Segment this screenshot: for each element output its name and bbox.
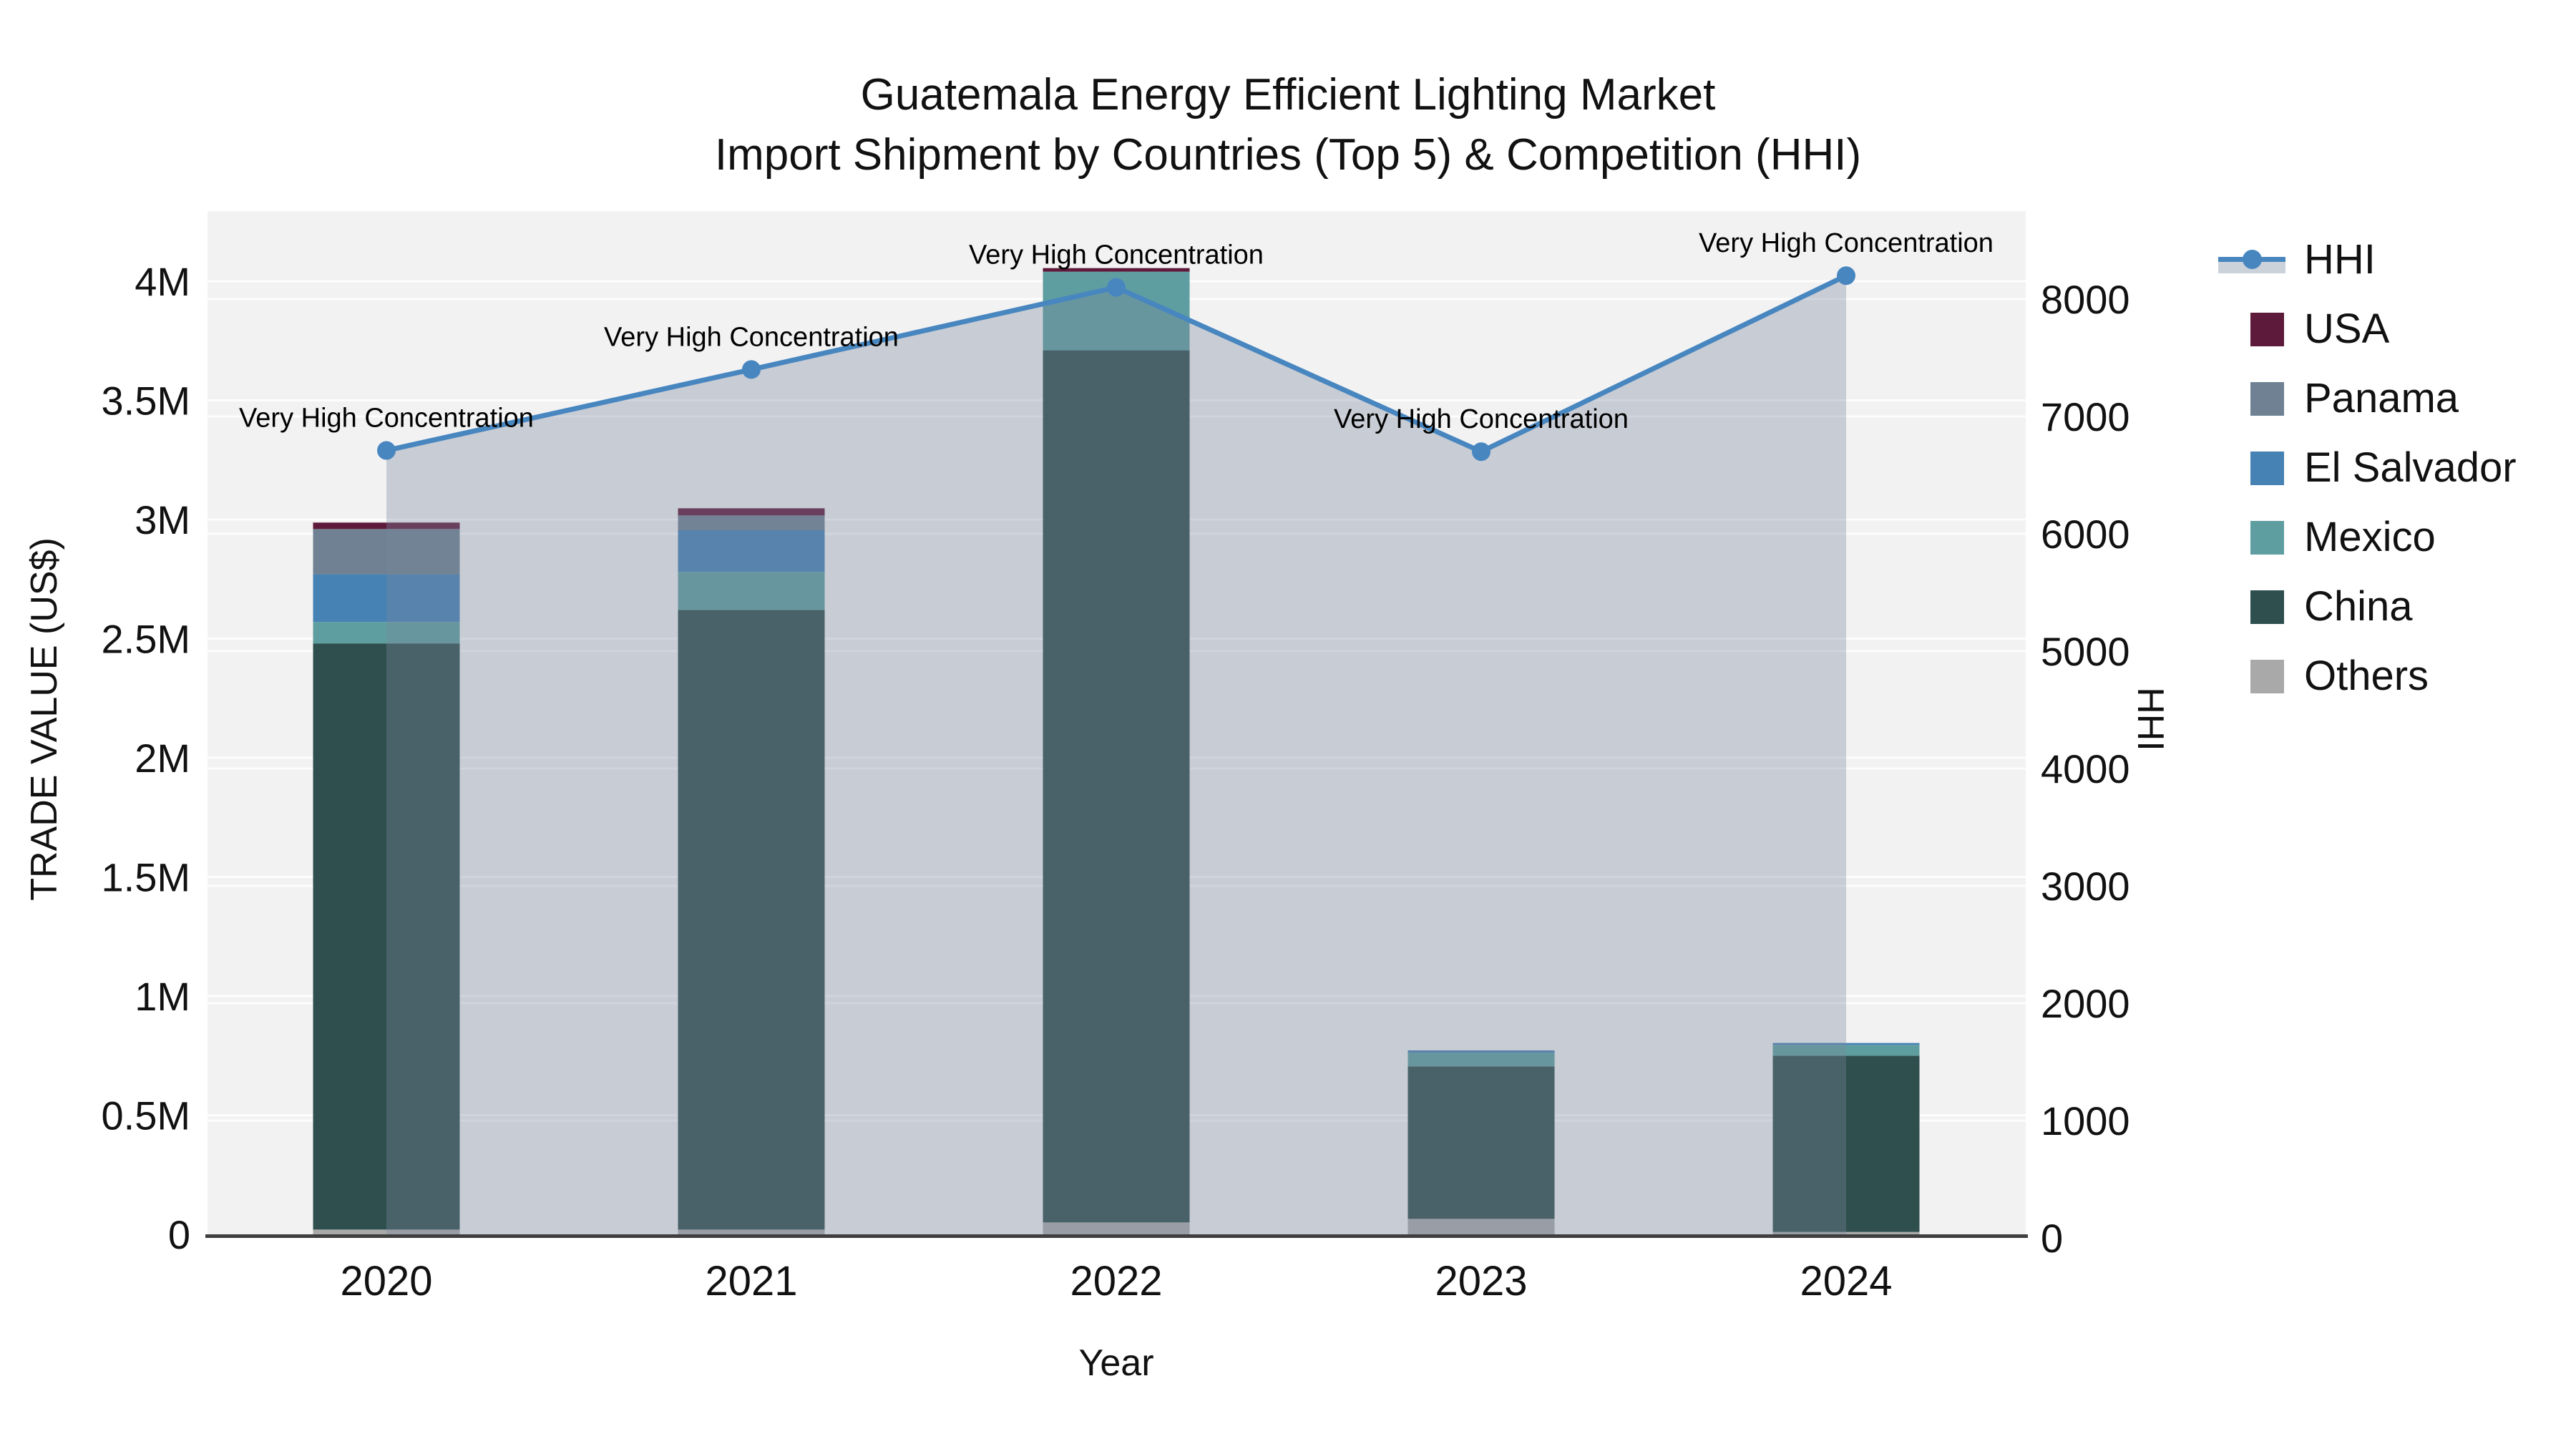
hhi-line-legend-icon xyxy=(2217,241,2288,278)
x-tick-label-2021: 2021 xyxy=(705,1258,797,1304)
china-swatch-icon xyxy=(2250,590,2284,624)
bar-segment-2023-others[interactable] xyxy=(1407,1219,1555,1234)
bar-segment-2022-others[interactable] xyxy=(1043,1222,1190,1234)
bar-segment-2021-others[interactable] xyxy=(678,1229,825,1234)
hhi-marker-2023[interactable] xyxy=(1472,442,1491,462)
legend-label: HHI xyxy=(2304,236,2376,283)
bar-segment-2023-china[interactable] xyxy=(1407,1066,1555,1219)
bar-segment-2022-usa[interactable] xyxy=(1043,268,1190,272)
y-left-tick-label: 1M xyxy=(135,974,190,1019)
bar-segment-2020-mexico[interactable] xyxy=(313,622,460,644)
y-right-tick-label: 7000 xyxy=(2041,394,2130,439)
bar-segment-2024-china[interactable] xyxy=(1772,1055,1920,1232)
bar-segment-2020-others[interactable] xyxy=(313,1229,460,1234)
el-salvador-swatch-icon xyxy=(2250,451,2284,485)
y-left-tick-label: 4M xyxy=(135,259,190,304)
annotation-2020: Very High Concentration xyxy=(239,404,534,434)
mexico-swatch-icon xyxy=(2250,520,2284,555)
bar-segment-2024-others[interactable] xyxy=(1772,1231,1920,1234)
y-left-tick-label: 2M xyxy=(135,736,190,781)
legend-label: USA xyxy=(2304,306,2390,352)
bar-segment-2021-el-salvador[interactable] xyxy=(678,530,825,572)
hhi-fill-area xyxy=(386,275,1846,1235)
annotation-2024: Very High Concentration xyxy=(1699,228,1994,258)
bar-segment-2022-china[interactable] xyxy=(1043,350,1190,1223)
usa-swatch-icon xyxy=(2250,312,2284,346)
bar-segment-2023-mexico[interactable] xyxy=(1407,1053,1555,1067)
legend-item-others[interactable]: Others xyxy=(2217,641,2517,711)
y-left-tick-label: 3M xyxy=(135,497,190,542)
bar-series xyxy=(313,268,1920,1234)
legend-item-usa[interactable]: USA xyxy=(2217,294,2517,364)
y-right-tick-label: 1000 xyxy=(2041,1098,2130,1143)
bar-segment-2023-el-salvador[interactable] xyxy=(1407,1050,1555,1053)
legend-label: Panama xyxy=(2304,375,2459,421)
annotation-2023: Very High Concentration xyxy=(1334,404,1629,434)
legend-item-mexico[interactable]: Mexico xyxy=(2217,502,2517,572)
bar-segment-2021-usa[interactable] xyxy=(678,508,825,516)
hhi-marker-2024[interactable] xyxy=(1837,266,1855,286)
bar-segment-2021-panama[interactable] xyxy=(678,515,825,530)
x-tick-label-2023: 2023 xyxy=(1435,1258,1527,1304)
panama-swatch-icon xyxy=(2250,381,2284,416)
x-tick-label-2022: 2022 xyxy=(1070,1258,1162,1304)
bar-segment-2020-el-salvador[interactable] xyxy=(313,574,460,623)
annotation-2022: Very High Concentration xyxy=(969,240,1264,270)
y-right-tick-label: 0 xyxy=(2041,1216,2063,1261)
y-right-tick-label: 3000 xyxy=(2041,864,2130,909)
legend: HHI USA Panama El Salvador Mexico China … xyxy=(2217,225,2517,711)
legend-label: Others xyxy=(2304,653,2429,699)
y-right-tick-label: 8000 xyxy=(2041,277,2130,322)
legend-label: Mexico xyxy=(2304,514,2436,560)
y-left-tick-label: 3.5M xyxy=(102,379,191,424)
y-left-tick-label: 0 xyxy=(168,1212,190,1257)
x-axis-line xyxy=(205,1234,2028,1238)
x-tick-label-2020: 2020 xyxy=(340,1258,432,1304)
bar-segment-2024-mexico[interactable] xyxy=(1772,1045,1920,1056)
y-left-tick-label: 1.5M xyxy=(102,855,191,900)
y-right-tick-label: 4000 xyxy=(2041,746,2130,791)
chart-title-line1: Guatemala Energy Efficient Lighting Mark… xyxy=(860,70,1716,119)
y-right-tick-label: 2000 xyxy=(2041,981,2130,1026)
legend-item-china[interactable]: China xyxy=(2217,572,2517,641)
legend-item-panama[interactable]: Panama xyxy=(2217,364,2517,433)
y-right-tick-label: 5000 xyxy=(2041,629,2130,674)
bar-segment-2020-panama[interactable] xyxy=(313,529,460,575)
tick-labels: 0 0.5M 1M 1.5M 2M 2.5M 3M 3.5M 4M 0 1000 2000 3000 40… xyxy=(102,259,2130,1304)
y-left-tick-label: 0.5M xyxy=(102,1093,191,1138)
hhi-marker-2021[interactable] xyxy=(742,360,761,379)
legend-item-hhi[interactable]: HHI xyxy=(2217,225,2517,294)
y-right-tick-label: 6000 xyxy=(2041,512,2130,557)
legend-label: El Salvador xyxy=(2304,444,2517,491)
others-swatch-icon xyxy=(2250,659,2284,693)
bar-segment-2021-china[interactable] xyxy=(678,610,825,1230)
x-tick-label-2024: 2024 xyxy=(1800,1258,1892,1304)
bar-segment-2020-china[interactable] xyxy=(313,643,460,1230)
hhi-marker-2020[interactable] xyxy=(377,441,396,460)
chart-title-line2: Import Shipment by Countries (Top 5) & C… xyxy=(714,130,1862,180)
annotation-2021: Very High Concentration xyxy=(604,322,899,352)
legend-item-el-salvador[interactable]: El Salvador xyxy=(2217,433,2517,502)
legend-label: China xyxy=(2304,583,2413,630)
bar-segment-2020-usa[interactable] xyxy=(313,522,460,530)
hhi-marker-2022[interactable] xyxy=(1107,278,1126,297)
y-left-tick-label: 2.5M xyxy=(102,617,191,662)
bar-segment-2024-el-salvador[interactable] xyxy=(1772,1043,1920,1045)
bar-segment-2021-mexico[interactable] xyxy=(678,572,825,610)
